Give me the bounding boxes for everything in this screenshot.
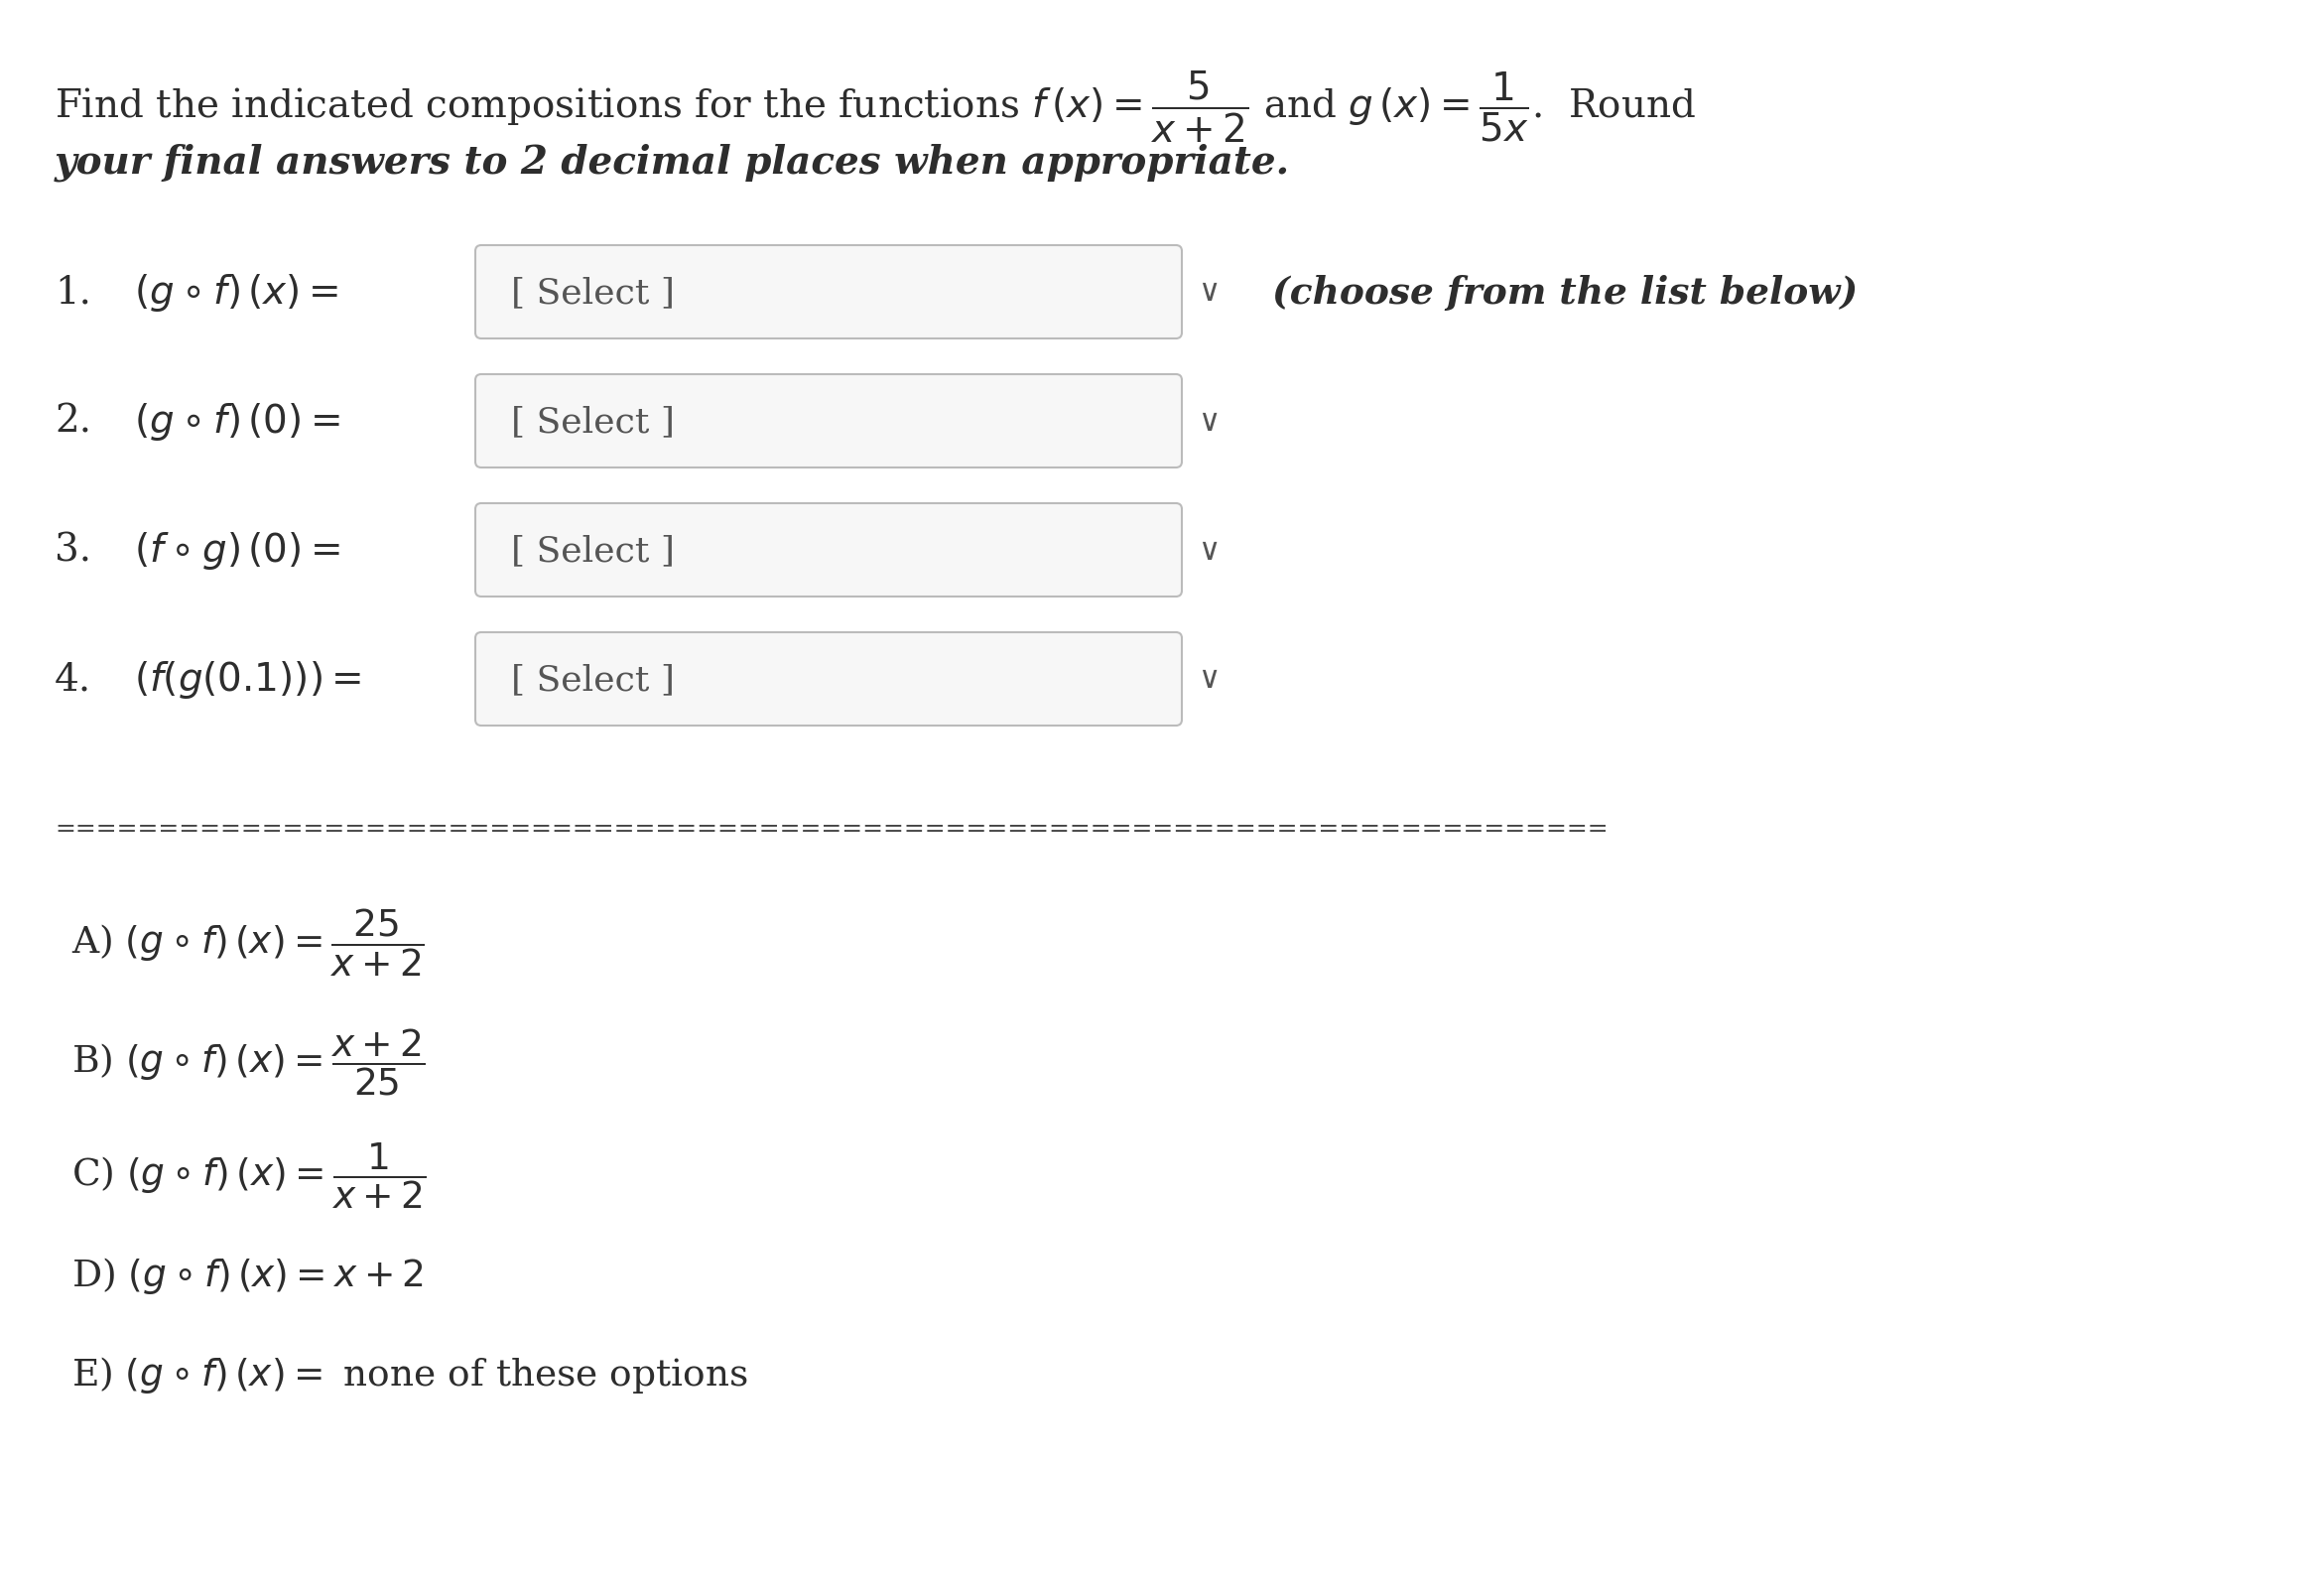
Text: $(g \circ f)\,(0) =$: $(g \circ f)\,(0) =$ xyxy=(135,400,339,442)
FancyBboxPatch shape xyxy=(476,633,1183,726)
Text: $(f \circ g)\,(0) =$: $(f \circ g)\,(0) =$ xyxy=(135,530,339,571)
Text: A) $(g \circ f)\,(x) = \dfrac{25}{x+2}$: A) $(g \circ f)\,(x) = \dfrac{25}{x+2}$ xyxy=(72,906,425,978)
Text: 1.: 1. xyxy=(53,274,91,311)
Text: [ Select ]: [ Select ] xyxy=(511,276,674,309)
Text: 4.: 4. xyxy=(53,660,91,699)
FancyBboxPatch shape xyxy=(476,375,1183,469)
Text: B) $(g \circ f)\,(x) = \dfrac{x+2}{25}$: B) $(g \circ f)\,(x) = \dfrac{x+2}{25}$ xyxy=(72,1026,425,1097)
Text: $(g \circ f)\,(x) =$: $(g \circ f)\,(x) =$ xyxy=(135,271,339,314)
Text: C) $(g \circ f)\,(x) = \dfrac{1}{x+2}$: C) $(g \circ f)\,(x) = \dfrac{1}{x+2}$ xyxy=(72,1140,425,1211)
Text: ===========================================================================: ========================================… xyxy=(53,817,1608,841)
Text: 2.: 2. xyxy=(53,404,91,440)
Text: 3.: 3. xyxy=(53,533,91,569)
Text: (choose from the list below): (choose from the list below) xyxy=(1271,274,1857,311)
Text: $(f(g(0.1))) =$: $(f(g(0.1))) =$ xyxy=(135,659,363,700)
Text: ∨: ∨ xyxy=(1197,536,1220,566)
Text: D) $(g \circ f)\,(x) = x + 2$: D) $(g \circ f)\,(x) = x + 2$ xyxy=(72,1254,423,1295)
FancyBboxPatch shape xyxy=(476,246,1183,340)
FancyBboxPatch shape xyxy=(476,504,1183,597)
Text: E) $(g \circ f)\,(x) = $ none of these options: E) $(g \circ f)\,(x) = $ none of these o… xyxy=(72,1354,748,1394)
Text: [ Select ]: [ Select ] xyxy=(511,405,674,439)
Text: [ Select ]: [ Select ] xyxy=(511,534,674,568)
Text: [ Select ]: [ Select ] xyxy=(511,662,674,697)
Text: ∨: ∨ xyxy=(1197,664,1220,695)
Text: ∨: ∨ xyxy=(1197,407,1220,437)
Text: Find the indicated compositions for the functions $f\,(x) = \dfrac{5}{x+2}$ and : Find the indicated compositions for the … xyxy=(53,70,1697,145)
Text: your final answers to 2 decimal places when appropriate.: your final answers to 2 decimal places w… xyxy=(53,144,1290,182)
Text: ∨: ∨ xyxy=(1197,278,1220,308)
